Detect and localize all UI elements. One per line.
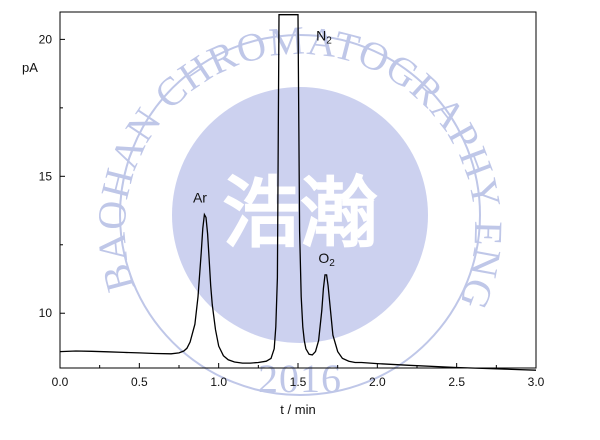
- peak-annotations: Ar N2 O2: [193, 28, 335, 269]
- x-tick-label: 0.0: [52, 375, 69, 389]
- y-axis-label: pA: [22, 60, 38, 75]
- x-axis: 0.0 0.5 1.0 1.5 2.0 2.5 3.0: [52, 363, 545, 389]
- series-line: [59, 14, 537, 371]
- x-tick-label: 1.0: [210, 375, 227, 389]
- y-tick-label: 20: [39, 32, 53, 46]
- peak-label-ar: Ar: [193, 190, 207, 206]
- x-tick-label: 0.5: [131, 375, 148, 389]
- y-tick-label: 10: [39, 306, 53, 320]
- watermark: BAOHAN CHROMATOGRAPHY ENGINEERING 浩瀚 201…: [0, 0, 510, 401]
- y-tick-label: 15: [39, 169, 53, 183]
- x-tick-label: 2.0: [369, 375, 386, 389]
- x-tick-label: 1.5: [290, 375, 307, 389]
- x-tick-label: 2.5: [448, 375, 465, 389]
- watermark-year-text: 2016: [258, 356, 342, 401]
- x-tick-label: 3.0: [528, 375, 545, 389]
- x-axis-label: t / min: [280, 402, 315, 417]
- peak-label-o2: O2: [318, 250, 335, 269]
- watermark-outer-ring: [119, 34, 481, 396]
- y-axis: 10 15 20: [39, 32, 65, 320]
- peak-label-n2: N2: [316, 28, 332, 47]
